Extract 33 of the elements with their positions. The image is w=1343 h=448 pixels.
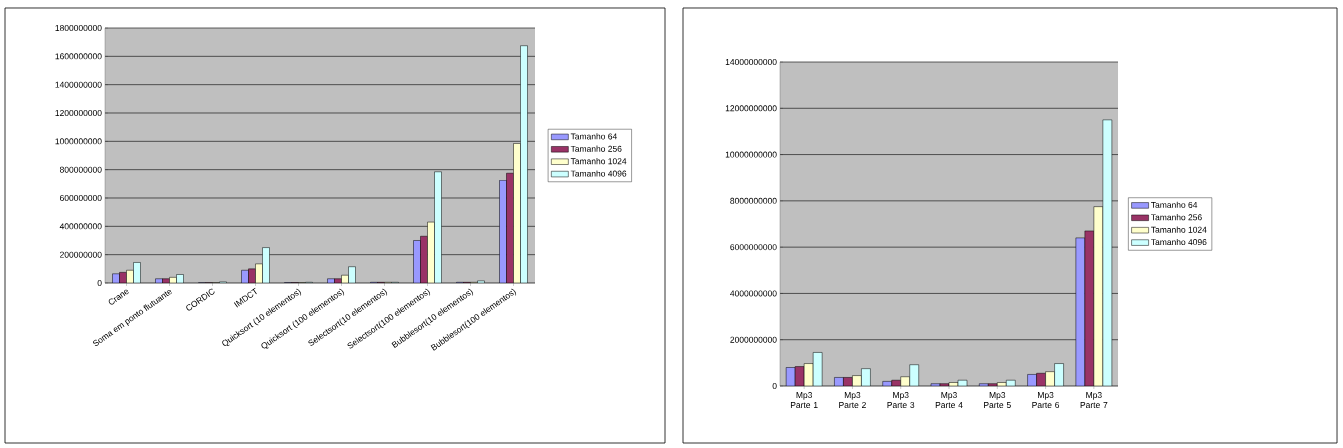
x-tick-label: Mp3 Parte 4 <box>935 392 963 408</box>
y-tick-label: 12000000000 <box>725 105 777 112</box>
legend-label: Tamanho 1024 <box>1151 226 1207 233</box>
y-tick-label: 800000000 <box>59 166 102 173</box>
x-tick-label: Mp3 Parte 3 <box>887 392 915 408</box>
legend-label: Tamanho 1024 <box>570 157 627 165</box>
y-tick-label: 4000000000 <box>730 290 777 297</box>
x-tick-label: Mp3 Parte 6 <box>1032 392 1060 408</box>
x-tick-label: Mp3 Parte 7 <box>1080 392 1108 408</box>
legend-label: Tamanho 64 <box>1151 201 1198 208</box>
x-tick-label: Mp3 Parte 2 <box>839 392 866 408</box>
legend-label: Tamanho 64 <box>570 133 617 140</box>
y-tick-label: 1600000000 <box>55 53 102 60</box>
y-tick-label: 600000000 <box>60 195 102 201</box>
x-tick-label: Mp3 Parte 5 <box>984 392 1011 408</box>
y-tick-label: 1200000000 <box>55 110 102 116</box>
y-tick-label: 200000000 <box>60 251 102 258</box>
y-tick-label: 0 <box>772 383 777 389</box>
legend-label: Tamanho 256 <box>1151 214 1202 221</box>
y-tick-label: 1400000000 <box>55 81 102 88</box>
y-tick-label: 14000000000 <box>725 59 777 65</box>
legend-label: Tamanho 256 <box>570 145 622 152</box>
y-tick-label: 1800000000 <box>55 25 102 31</box>
y-tick-label: 10000000000 <box>725 151 777 158</box>
legend-label: Tamanho 4096 <box>570 170 627 177</box>
y-tick-label: 2000000000 <box>730 336 777 343</box>
y-tick-label: 1000000000 <box>55 138 102 145</box>
x-tick-label: Mp3 Parte 1 <box>790 392 818 408</box>
y-tick-label: 0 <box>97 280 102 286</box>
y-tick-label: 400000000 <box>59 223 102 230</box>
legend-label: Tamanho 4096 <box>1151 238 1207 246</box>
y-tick-label: 8000000000 <box>730 197 777 204</box>
y-tick-label: 6000000000 <box>730 244 777 251</box>
